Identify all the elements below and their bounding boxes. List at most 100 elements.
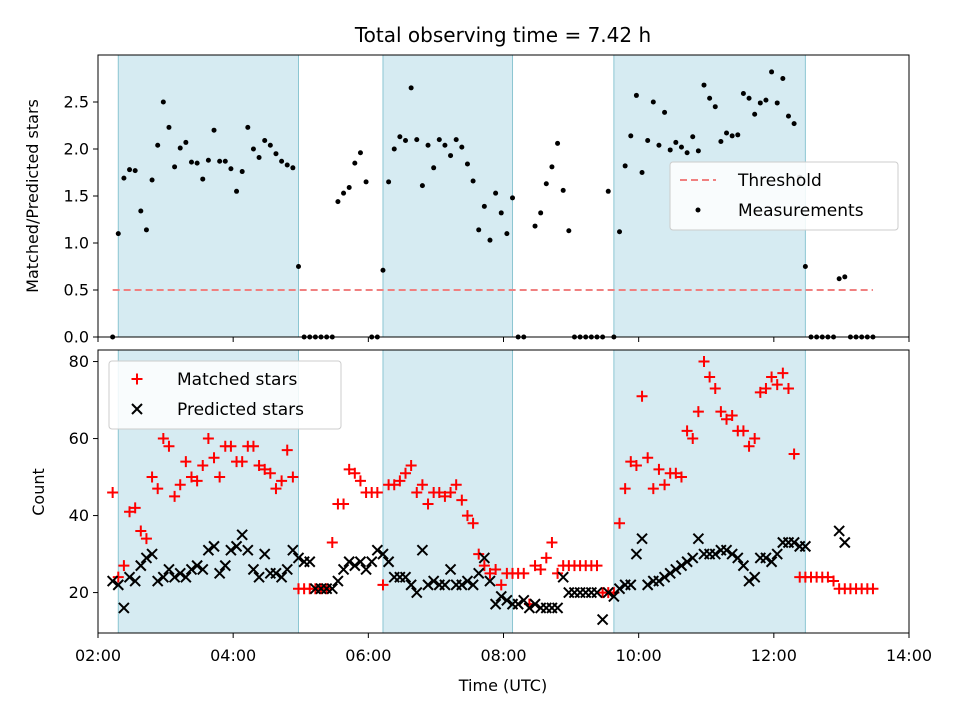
predicted-stars-point [236,529,248,541]
predicted-stars-point [495,590,507,603]
matched-stars-point [490,563,502,575]
x-axis-label: Time (UTC) [458,676,547,695]
matched-stars-point [416,479,428,491]
measurement-point [284,162,290,168]
matched-stars-point [681,425,693,437]
predicted-stars-point [557,571,569,583]
measurement-point [363,179,369,185]
matched-stars-point [118,560,130,572]
measurement-point [633,92,639,98]
predicted-stars-point [664,567,676,580]
predicted-stars-point [427,575,440,587]
predicted-stars-point [180,571,192,583]
matched-stars-point [157,433,169,445]
chart-title: Total observing time = 7.42 h [354,23,651,47]
matched-stars-point [540,552,552,564]
matched-stars-point [264,467,276,479]
predicted-stars-point [185,563,198,576]
matched-stars-point [124,506,136,518]
predicted-stars-point [292,552,305,564]
predicted-stars-point [382,556,395,568]
matched-stars-point [287,471,299,483]
measurement-point [566,228,572,234]
matched-stars-point [478,560,490,572]
matched-stars-point [822,571,834,583]
matched-stars-point [405,460,417,472]
matched-stars-point [698,356,710,368]
predicted-stars-point [692,532,705,545]
x-tick-label: 10:00 [616,646,662,665]
predicted-stars-point [518,594,530,606]
matched-stars-point [197,460,209,472]
matched-stars-point [411,486,423,498]
matched-stars-point [174,479,186,491]
measurement-point [774,100,780,106]
matched-stars-point [529,560,541,572]
measurement-point [448,153,454,159]
predicted-stars-point [501,594,513,606]
x-tick-label: 06:00 [345,646,391,665]
matched-stars-point [326,537,338,549]
matched-stars-point [754,386,766,398]
y-tick-label: 60 [69,429,89,448]
matched-stars-point [247,440,259,452]
measurement-point [205,157,211,163]
measurement-point [684,150,690,156]
matched-stars-point [450,479,462,491]
predicted-stars-series [106,525,851,626]
predicted-stars-point [529,598,541,610]
predicted-stars-point [630,548,643,560]
measurement-point [250,146,256,152]
predicted-stars-point [591,586,603,599]
predicted-stars-point [411,586,423,599]
matched-stars-point [236,456,248,468]
predicted-stars-point [366,556,378,568]
predicted-stars-point [596,613,609,626]
measurement-point [605,188,611,194]
measurement-point [836,276,842,282]
predicted-stars-point [287,544,299,556]
measurement-point [431,165,437,171]
measurement-point [234,188,240,194]
matched-stars-point [484,567,496,579]
predicted-stars-point [658,571,671,583]
measurement-point [166,124,172,130]
matched-stars-point [687,433,699,445]
measurement-point [121,175,127,181]
x-tick-label: 12:00 [751,646,797,665]
predicted-stars-point [625,579,637,591]
matched-stars-point [270,483,282,495]
predicted-stars-point [681,556,693,568]
measurement-point [780,76,786,81]
predicted-stars-point [765,556,778,568]
matched-stars-point [422,498,434,510]
predicted-stars-point [326,583,338,595]
measurement-point [707,95,713,101]
predicted-stars-point [670,563,682,576]
measurement-point [273,151,279,157]
measurement-point [791,121,797,127]
matched-stars-point [709,383,721,395]
matched-stars-point [788,448,800,460]
observing-window [117,54,299,338]
matched-stars-point [467,517,479,529]
matched-stars-point [152,483,164,495]
measurement-point [177,145,183,151]
measurement-point [532,223,538,229]
predicted-stars-point [247,563,260,576]
matched-stars-point [749,433,761,445]
measurement-point [560,187,566,193]
predicted-stars-point [799,540,812,553]
measurement-point [785,113,791,119]
matched-stars-point [721,413,733,425]
legend-label: Matched stars [177,370,297,390]
matched-stars-point [546,537,558,549]
predicted-stars-point [478,552,491,564]
measurement-point [757,100,763,106]
matched-stars-point [276,475,288,487]
predicted-stars-point [523,602,536,614]
matched-stars-point [591,560,603,572]
measurement-point [746,95,752,101]
predicted-stars-point [135,559,147,572]
predicted-stars-point [304,556,316,568]
